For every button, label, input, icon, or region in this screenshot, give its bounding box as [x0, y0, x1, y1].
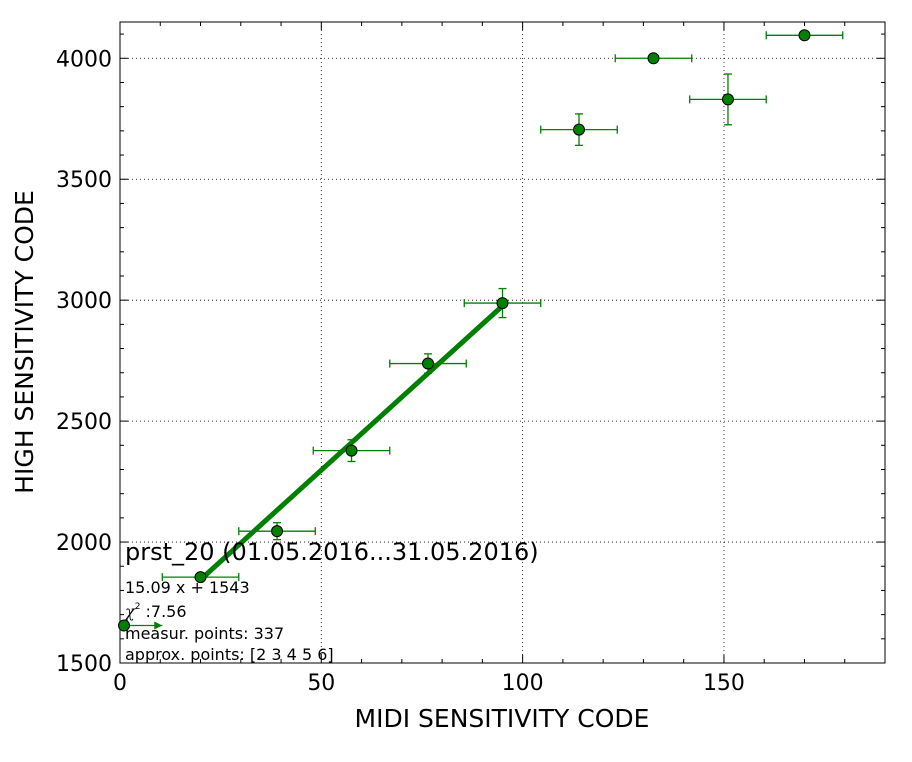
y-tick-label: 2000 — [56, 531, 112, 556]
annotation-approx-points: approx. points: [2 3 4 5 6] — [125, 645, 334, 664]
y-tick-label: 4000 — [56, 47, 112, 72]
error-bars — [120, 31, 844, 630]
annotation-measur-points: measur. points: 337 — [125, 624, 284, 643]
x-tick-label: 150 — [703, 671, 745, 696]
data-point — [271, 525, 284, 538]
chi2-exponent: 2 — [135, 602, 141, 612]
data-point — [721, 93, 734, 106]
y-tick-label: 2500 — [56, 410, 112, 435]
chi2-value: :7.56 — [140, 602, 186, 621]
y-axis-label: HIGH SENSITIVITY CODE — [10, 190, 39, 494]
data-point — [194, 571, 207, 584]
annotation-equation: 15.09 x + 1543 — [125, 578, 250, 597]
x-axis: 0 50 100 150 — [113, 22, 846, 696]
x-tick-label: 50 — [307, 671, 335, 696]
x-error-arrow — [154, 621, 163, 630]
x-tick-label: 100 — [502, 671, 544, 696]
y-tick-label: 3000 — [56, 289, 112, 314]
data-point — [118, 619, 131, 632]
x-tick-label: 0 — [113, 671, 127, 696]
chi2-symbol: χ — [124, 602, 136, 621]
grid-lines — [120, 22, 885, 663]
data-point — [422, 357, 435, 370]
data-point — [798, 29, 811, 42]
data-point — [647, 52, 660, 65]
y-tick-label: 1500 — [56, 652, 112, 677]
x-axis-label: MIDI SENSITIVITY CODE — [355, 704, 650, 733]
data-point — [345, 444, 358, 457]
y-tick-label: 3500 — [56, 168, 112, 193]
annotation-title: prst_20 (01.05.2016...31.05.2016) — [125, 538, 539, 566]
annotation-block: prst_20 (01.05.2016...31.05.2016) 15.09 … — [124, 538, 539, 664]
plot-frame — [119, 21, 886, 664]
annotation-chi2: χ2 :7.56 — [124, 602, 187, 621]
y-axis: 1500 2000 2500 3000 3500 4000 — [56, 33, 885, 677]
data-point — [496, 297, 509, 310]
data-point — [573, 123, 585, 136]
data-points — [118, 29, 811, 632]
